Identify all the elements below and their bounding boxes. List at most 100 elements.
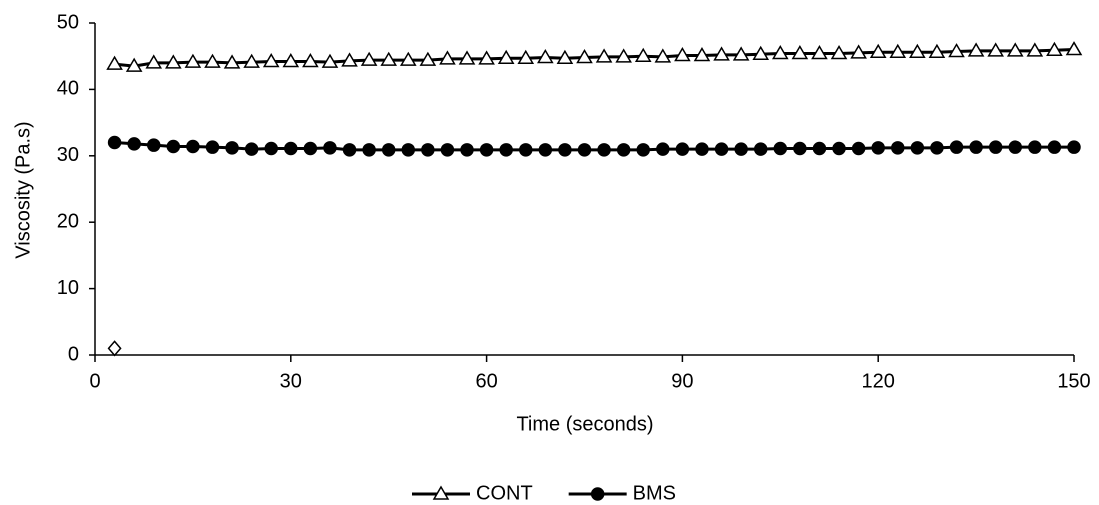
data-point (753, 142, 768, 156)
data-point (284, 141, 298, 156)
data-point (440, 143, 455, 157)
data-point (479, 143, 494, 157)
legend-label: BMS (633, 482, 676, 504)
data-point (107, 340, 122, 357)
data-point (244, 142, 259, 156)
data-point (871, 141, 885, 155)
data-point (204, 53, 221, 68)
data-point (225, 141, 239, 155)
data-point (674, 47, 691, 62)
data-point (106, 55, 123, 70)
data-point (909, 43, 926, 58)
y-tick-label: 40 (57, 78, 79, 100)
x-axis-label: Time (seconds) (516, 413, 653, 435)
data-point (771, 45, 789, 60)
data-point (597, 143, 611, 157)
y-tick-label: 20 (57, 210, 79, 232)
data-point (732, 46, 750, 61)
data-point (636, 143, 650, 157)
data-point (107, 135, 122, 150)
data-point (166, 139, 181, 154)
y-tick-label: 50 (57, 11, 79, 33)
data-point (634, 47, 652, 62)
y-axis-label: Viscosity (Pa.s) (12, 121, 34, 258)
data-point (850, 44, 867, 59)
data-point (460, 143, 474, 157)
data-point (1026, 42, 1044, 57)
data-point (577, 143, 592, 157)
data-point (967, 42, 985, 57)
data-point (928, 43, 946, 58)
data-point (538, 143, 553, 157)
data-point (401, 143, 416, 157)
data-point (399, 51, 417, 66)
data-point (791, 45, 809, 60)
data-point (323, 141, 337, 155)
data-point (1047, 140, 1062, 154)
data-point (930, 141, 944, 155)
data-point (205, 140, 220, 154)
legend-marker (590, 487, 605, 501)
data-point (1046, 41, 1063, 56)
data-point (264, 141, 278, 156)
data-point (223, 54, 241, 69)
data-point (186, 139, 200, 154)
data-point (341, 52, 358, 67)
data-point (537, 49, 554, 64)
x-tick-label: 60 (475, 370, 497, 392)
data-point (439, 50, 456, 65)
data-point (869, 43, 887, 58)
data-point (497, 49, 515, 64)
data-point (381, 143, 396, 157)
data-point (342, 143, 357, 157)
data-point (380, 51, 398, 66)
data-point (988, 140, 1003, 154)
data-point (1006, 42, 1024, 57)
data-point (713, 46, 730, 61)
data-point (478, 50, 495, 65)
x-tick-label: 0 (89, 370, 100, 392)
data-point (812, 141, 827, 156)
data-point (321, 53, 339, 68)
data-point (1028, 140, 1042, 154)
x-tick-label: 30 (280, 370, 302, 392)
data-point (262, 53, 280, 68)
data-point (1067, 140, 1081, 154)
data-point (615, 48, 632, 63)
data-point (616, 143, 631, 157)
data-point (1008, 140, 1023, 154)
data-point (243, 53, 260, 68)
data-point (184, 53, 202, 68)
x-tick-label: 120 (862, 370, 895, 392)
data-point (517, 49, 535, 64)
data-point (695, 142, 709, 156)
data-point (793, 141, 807, 156)
data-point (499, 143, 513, 157)
y-tick-label: 0 (68, 343, 79, 365)
data-point (891, 141, 905, 155)
series-line (114, 141, 1074, 152)
data-point (458, 50, 476, 65)
data-point (165, 54, 182, 69)
x-tick-label: 90 (671, 370, 693, 392)
data-point (910, 141, 925, 155)
data-point (595, 48, 613, 63)
y-tick-label: 10 (57, 277, 79, 299)
data-point (519, 143, 533, 157)
data-point (556, 49, 574, 64)
data-point (949, 140, 964, 154)
data-point (656, 142, 670, 156)
data-point (302, 53, 319, 68)
data-point (832, 141, 846, 156)
data-point (987, 42, 1004, 57)
data-point (558, 143, 572, 157)
data-point (851, 141, 866, 156)
data-point (421, 143, 435, 157)
data-point (773, 141, 788, 156)
legend-label: CONT (476, 482, 533, 504)
data-point (282, 53, 300, 68)
x-tick-label: 150 (1057, 370, 1090, 392)
data-point (969, 140, 983, 154)
data-point (360, 51, 378, 66)
